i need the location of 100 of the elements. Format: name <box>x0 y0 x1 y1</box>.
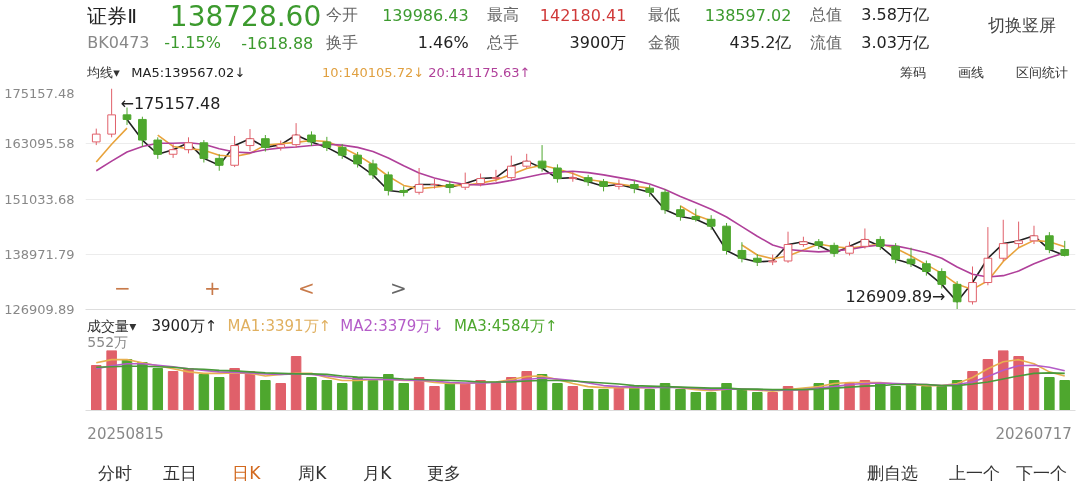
bar <box>798 389 809 411</box>
text: 20:141175.63↑ <box>428 65 531 80</box>
candlestick <box>384 171 393 196</box>
text: 总手 <box>486 33 519 52</box>
y-tick-label: 126909.89 <box>4 302 75 317</box>
text: 最高 <box>487 5 519 24</box>
bar <box>875 383 886 411</box>
bar <box>306 377 317 411</box>
bar <box>152 368 164 411</box>
text: 证券Ⅱ <box>87 3 138 28</box>
candlestick <box>291 122 301 149</box>
text: 3900万↑ <box>151 316 218 335</box>
bar <box>1013 356 1024 411</box>
bar <box>936 386 948 411</box>
text: 筹码 <box>900 65 927 80</box>
text: 流值 <box>809 33 842 52</box>
text: -1.15% <box>164 33 221 52</box>
candlestick <box>414 167 424 196</box>
bar <box>890 386 901 411</box>
text: 月K <box>363 462 393 483</box>
text: 下一个 <box>1016 462 1068 483</box>
bar <box>598 389 609 411</box>
candlestick <box>230 135 239 168</box>
y-tick-label: 163095.58 <box>4 136 75 152</box>
bar <box>475 380 486 411</box>
bar <box>352 377 363 411</box>
bar <box>367 380 379 411</box>
bar <box>997 350 1009 411</box>
bar <box>260 380 271 411</box>
candlestick <box>998 219 1008 262</box>
bar <box>167 371 179 411</box>
candlestick <box>491 169 501 183</box>
text: 139986.43 <box>382 5 469 25</box>
candlestick <box>906 247 916 268</box>
text: 552万 <box>87 333 129 350</box>
bar <box>552 383 563 411</box>
candlestick <box>1029 225 1039 245</box>
candlestick <box>107 88 116 138</box>
bar <box>229 368 240 411</box>
candlestick <box>952 280 962 310</box>
bar <box>429 386 440 411</box>
bar <box>336 383 348 411</box>
candlestick <box>968 265 977 306</box>
text: 最低 <box>648 5 681 24</box>
text: 周K <box>298 462 328 483</box>
text: MA5:139567.02↓ <box>131 65 246 80</box>
bar <box>567 386 579 411</box>
bar <box>290 356 302 411</box>
text: 换手 <box>325 33 358 52</box>
candlestick <box>737 241 747 263</box>
candlestick <box>168 143 178 159</box>
text: 3.58万亿 <box>861 5 929 24</box>
bar <box>1059 380 1070 411</box>
text: 成交量▾ <box>87 317 137 334</box>
bar <box>582 389 594 411</box>
text: 区间统计 <box>1015 65 1068 80</box>
bar <box>383 374 394 411</box>
bar <box>213 377 225 411</box>
text: 3900万 <box>569 33 627 52</box>
bar <box>398 383 409 411</box>
bar <box>644 389 655 411</box>
text: 上一个 <box>949 462 1001 483</box>
candlestick <box>122 107 132 126</box>
text: BK0473 <box>87 33 150 52</box>
y-tick-label: 138971.79 <box>4 246 75 262</box>
bar <box>629 386 640 411</box>
text: 金额 <box>648 33 681 52</box>
candlestick <box>891 242 900 264</box>
bar <box>183 368 194 411</box>
annotation: < <box>298 275 315 300</box>
candlestick <box>1045 231 1054 254</box>
text: 分时 <box>98 462 133 483</box>
bar <box>690 392 702 411</box>
text: 138597.02 <box>704 5 792 25</box>
text: 均线▾ <box>86 65 121 80</box>
text: 更多 <box>426 462 461 483</box>
text: 20260717 <box>995 424 1072 443</box>
bar <box>413 377 425 411</box>
bar <box>736 389 748 411</box>
text: 画线 <box>958 65 984 80</box>
candlestick <box>322 136 332 152</box>
text: -1618.88 <box>241 33 314 53</box>
annotation: 126909.89→ <box>845 287 946 306</box>
candlestick <box>138 116 147 147</box>
text: 删自选 <box>866 462 918 483</box>
bar <box>1044 377 1055 411</box>
annotation: + <box>204 275 221 300</box>
candlestick <box>245 128 255 152</box>
candlestick <box>368 159 378 180</box>
text: 435.2亿 <box>729 33 792 52</box>
candlestick <box>937 267 947 289</box>
candlestick <box>537 144 547 173</box>
bar <box>444 383 456 411</box>
bar <box>982 359 994 411</box>
bar <box>921 386 932 411</box>
candlestick <box>860 227 870 250</box>
text: 142180.41 <box>539 5 627 25</box>
bar <box>198 374 210 411</box>
bar <box>459 383 471 411</box>
candlestick <box>1014 221 1023 249</box>
